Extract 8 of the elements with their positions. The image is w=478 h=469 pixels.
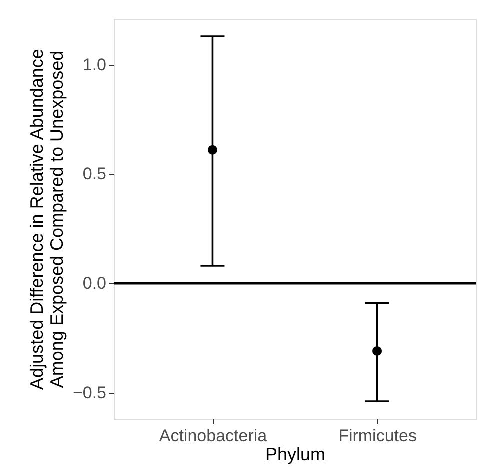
x-axis-title: Phylum bbox=[265, 444, 326, 464]
y-tick-label: −0.5 bbox=[72, 383, 106, 402]
x-tick-label: Firmicutes bbox=[338, 426, 417, 446]
y-tick-label: 1.0 bbox=[82, 55, 106, 74]
y-tick-label: 0.5 bbox=[82, 164, 106, 184]
y-axis-title: Adjusted Difference in Relative Abundance Among Exposed Compared to Unexposed bbox=[26, 49, 67, 390]
x-tick-label: Actinobacteria bbox=[159, 426, 268, 446]
y-tick-label: 0.0 bbox=[82, 274, 106, 293]
